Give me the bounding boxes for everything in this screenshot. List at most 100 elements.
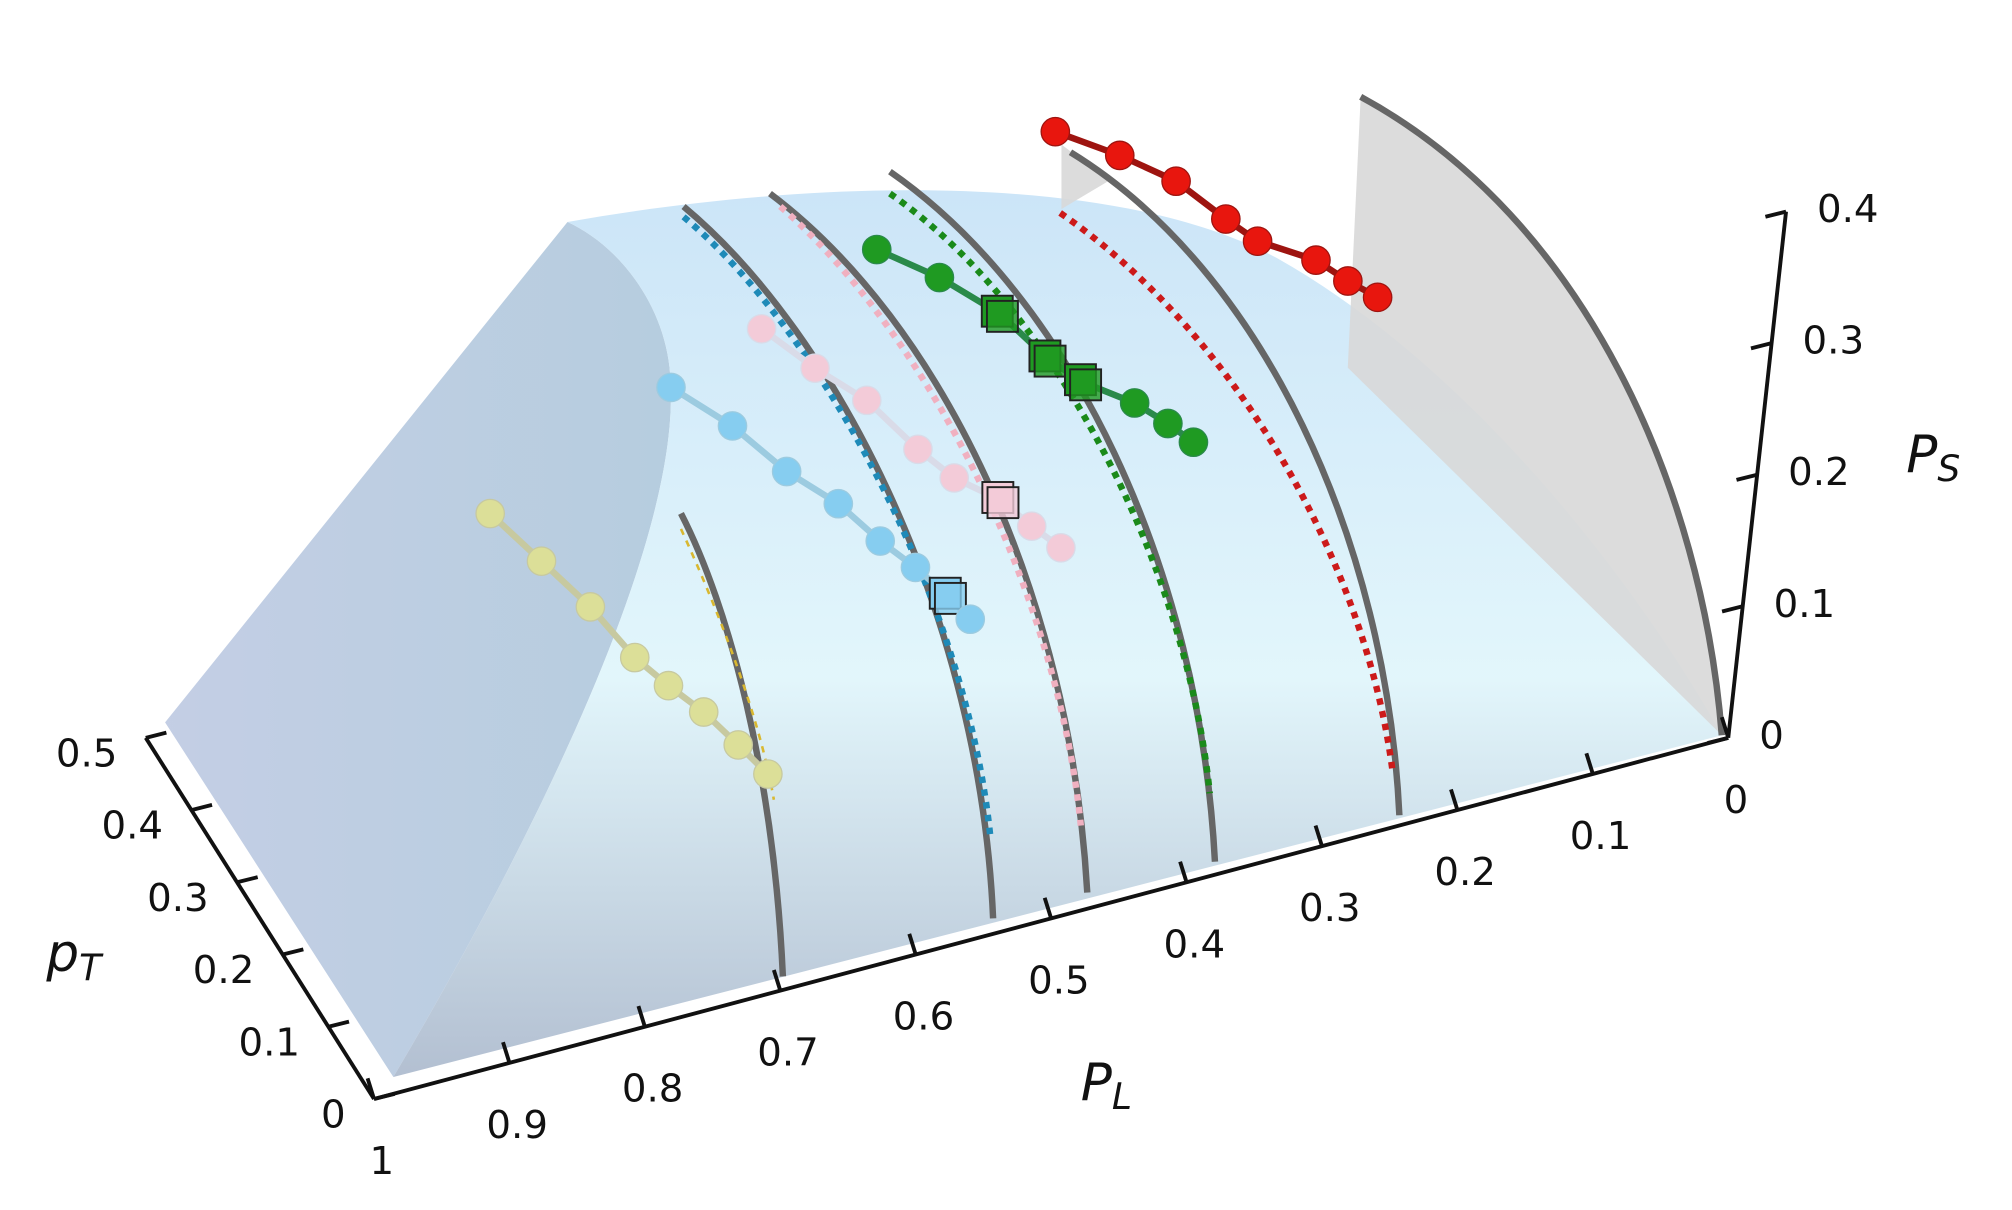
sphere-marker [475, 498, 506, 529]
surface-side [165, 221, 671, 1078]
sphere-marker [903, 434, 933, 465]
x-tick-label: 0.6 [893, 995, 955, 1040]
sphere-marker [1046, 532, 1076, 563]
y-tick-label: 0.1 [238, 1020, 300, 1065]
z-tick [1750, 341, 1773, 351]
dotted-curve [888, 190, 1213, 794]
sphere-marker [1016, 511, 1047, 542]
back-panel [1061, 144, 1110, 210]
sphere-marker [746, 313, 777, 344]
contour [888, 168, 1219, 862]
axis-subscript: S [1937, 447, 1960, 490]
dotted-curves [679, 190, 1397, 839]
x-tick-label: 0 [1724, 778, 1749, 823]
x-tick [501, 1041, 512, 1064]
sphere-marker [575, 592, 606, 622]
y-axis-line [144, 736, 376, 1101]
dotted-curve [681, 214, 994, 839]
y-tick-label: 0.5 [56, 731, 118, 776]
y-tick-label: 0.3 [147, 876, 209, 921]
sphere-marker [1153, 408, 1183, 439]
x-tick [1719, 716, 1731, 739]
axes [144, 209, 1788, 1101]
sphere-marker [526, 546, 557, 576]
axis-symbol: p [45, 924, 79, 984]
dotted-curve [1058, 210, 1397, 775]
y-tick [327, 1019, 350, 1029]
y-tick [145, 730, 167, 740]
y-tick [190, 803, 213, 812]
z-tick-label: 0.3 [1803, 319, 1865, 364]
sphere-marker [619, 642, 650, 673]
y-tick [373, 1091, 396, 1101]
axis-symbol: P [1081, 1053, 1112, 1113]
sphere-marker [861, 234, 892, 265]
contours [678, 94, 1726, 977]
sphere-marker [1161, 166, 1191, 197]
x-tick-label: 0.9 [486, 1103, 548, 1148]
sphere-marker [851, 385, 882, 416]
cube-face [1033, 344, 1067, 378]
z-tick-label: 0.1 [1774, 582, 1836, 627]
axis-symbol: P [1906, 425, 1937, 485]
y-tick [236, 875, 259, 885]
cube-marker [1064, 363, 1103, 402]
y-tick-label: 0 [321, 1093, 346, 1138]
x-tick [771, 969, 783, 992]
x-tick-label: 0.3 [1299, 886, 1361, 931]
cube-marker [1028, 339, 1067, 378]
sphere-marker [823, 488, 854, 519]
cube-marker [980, 294, 1019, 333]
z-tick [1764, 209, 1787, 219]
x-axis-title: PL [1081, 1053, 1132, 1118]
contour [1359, 94, 1726, 736]
axis-subscript: L [1112, 1075, 1132, 1118]
sphere-marker [900, 552, 931, 583]
x-tick [907, 933, 918, 956]
x-tick-label: 0.5 [1028, 958, 1090, 1003]
surface-top [393, 190, 1722, 1078]
sphere-marker [688, 697, 719, 727]
z-tick-label: 0.2 [1788, 450, 1850, 495]
sphere-marker [865, 526, 896, 556]
axis-subscript: T [79, 946, 104, 989]
cube-face [1069, 368, 1103, 402]
z-tick [1707, 735, 1729, 745]
sphere-marker [653, 670, 684, 701]
sphere-marker [1178, 427, 1209, 458]
contour [768, 190, 1091, 893]
x-tick [1584, 752, 1595, 775]
x-tick [1449, 788, 1460, 811]
back-panel [1347, 96, 1722, 736]
sphere-marker [924, 262, 955, 293]
sphere-marker [717, 411, 748, 441]
x-tick [365, 1077, 376, 1100]
x-tick [1042, 897, 1053, 919]
z-tick-label: 0.4 [1817, 187, 1879, 232]
x-tick [636, 1005, 647, 1028]
sphere-marker [1104, 140, 1135, 171]
x-tick-label: 0.8 [622, 1067, 684, 1112]
x-tick-label: 0.2 [1434, 850, 1496, 895]
cube-marker [928, 576, 967, 615]
sphere-marker [1362, 282, 1393, 313]
sphere-marker [955, 604, 986, 635]
sphere-marker [1333, 266, 1363, 296]
sphere-marker [800, 353, 830, 383]
sphere-marker [1040, 116, 1071, 147]
x-tick-label: 0.7 [757, 1031, 819, 1076]
sphere-marker [1119, 388, 1150, 418]
x-tick-label: 1 [369, 1139, 394, 1184]
sphere-marker [723, 730, 754, 760]
z-tick [1721, 604, 1744, 614]
cube-face [986, 486, 1020, 520]
sphere-marker [771, 456, 802, 487]
x-tick [1178, 861, 1189, 883]
z-tick-label: 0 [1759, 713, 1784, 758]
sphere-marker [753, 759, 783, 789]
dotted-curve [778, 204, 1085, 826]
y-tick-label: 0.2 [193, 948, 255, 993]
cube-marker [981, 481, 1020, 520]
